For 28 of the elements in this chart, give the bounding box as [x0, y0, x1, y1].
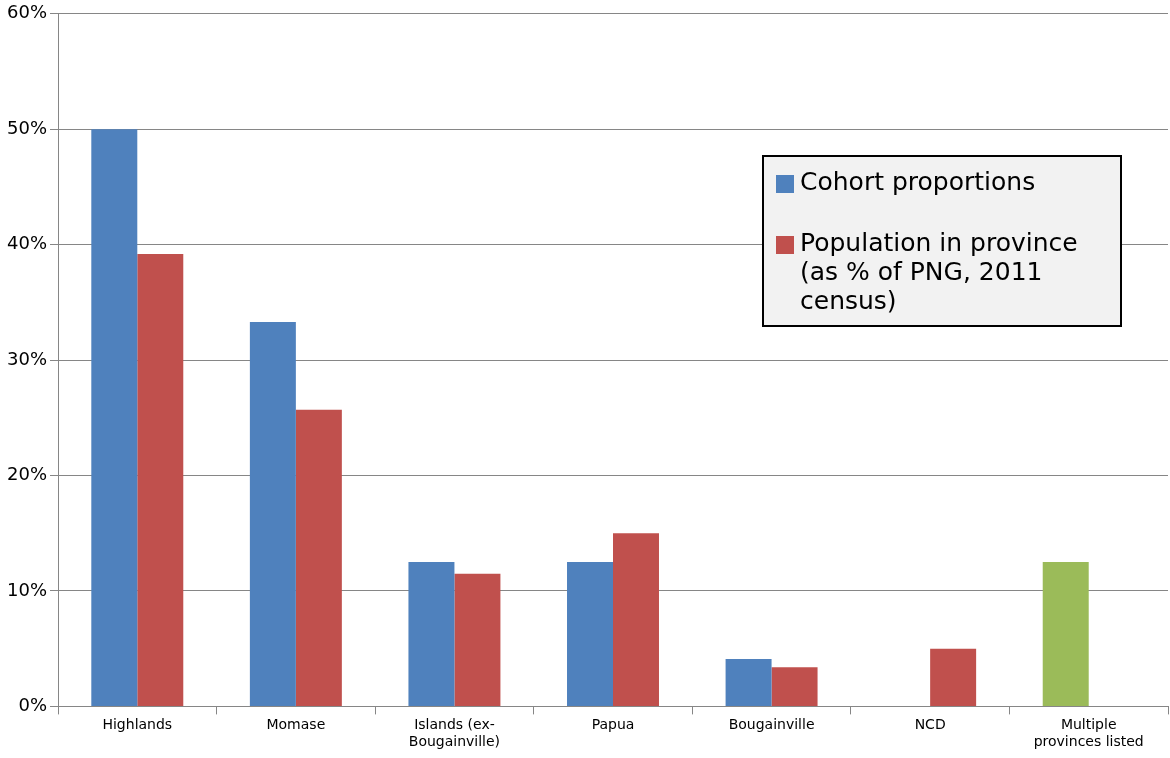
y-tick-label: 50%: [6, 116, 48, 138]
bar: [771, 667, 818, 706]
y-tick-label: 10%: [6, 578, 48, 600]
x-tick-label: Highlands: [102, 716, 173, 733]
y-tick-label: 20%: [6, 463, 48, 485]
legend-label: Cohort proportions: [800, 167, 1036, 196]
bar: [137, 253, 184, 706]
x-tick-label: Papua: [591, 716, 635, 733]
y-tick-label: 30%: [6, 347, 48, 369]
x-tick-label: Bougainville: [728, 716, 815, 733]
bar: [725, 659, 772, 706]
bar: [295, 409, 342, 706]
x-tick-label: NCD: [914, 716, 946, 733]
y-tick-label: 0%: [18, 694, 48, 716]
x-tick-label: Islands (ex-Bougainville): [408, 716, 501, 750]
bar: [930, 648, 977, 706]
x-tick-label: Momase: [266, 716, 326, 733]
bar: [1042, 562, 1089, 706]
bar: [249, 322, 296, 706]
bar: [567, 562, 613, 706]
y-tick-label: 40%: [6, 232, 48, 254]
y-tick-label: 60%: [6, 1, 48, 23]
bar: [91, 129, 138, 706]
x-tick-label: Multiple provinces listed: [1033, 716, 1144, 750]
bar: [613, 533, 659, 706]
legend-label: Population in province (as % of PNG, 2011 census): [800, 228, 1079, 315]
bar: [454, 573, 501, 706]
bar: [408, 562, 455, 706]
